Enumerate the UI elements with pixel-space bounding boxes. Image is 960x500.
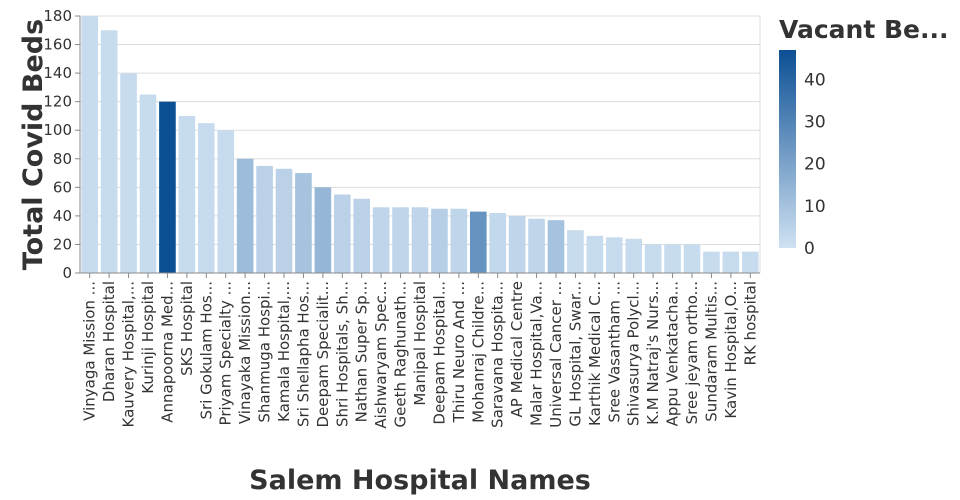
x-tick-label: Kurinji Hospital <box>139 281 157 394</box>
bar[interactable] <box>703 251 720 273</box>
bar[interactable] <box>100 30 118 274</box>
y-tick-label: 20 <box>53 235 72 253</box>
bar[interactable] <box>469 211 487 273</box>
bar[interactable] <box>120 73 137 273</box>
legend-tick-label: 20 <box>804 155 826 175</box>
bar[interactable] <box>450 208 468 273</box>
legend-tick-label: 0 <box>804 239 815 259</box>
y-axis-title: Total Covid Beds <box>18 19 49 270</box>
x-tick-label: Malar Hospital,Va... <box>528 281 546 426</box>
bar[interactable] <box>236 158 254 273</box>
legend-tick-label: 40 <box>804 70 826 90</box>
legend-tick-label: 30 <box>804 113 826 133</box>
x-tick-label: Geeth Raghunath... <box>392 281 410 427</box>
x-tick-label: Sree Vasantham ... <box>605 281 623 423</box>
y-tick-label: 180 <box>43 7 72 25</box>
bar[interactable] <box>81 16 99 273</box>
bar[interactable] <box>392 207 409 273</box>
x-tick-label: Kauvery Hospital,... <box>120 281 138 427</box>
x-tick-label: Dharan Hospital <box>100 281 118 402</box>
color-legend: Vacant Be... 0 10 20 30 40 <box>779 15 949 259</box>
x-axis: Vinyaga Mission ... Dharan Hospital Kauver… <box>80 272 760 429</box>
y-tick-label: 40 <box>53 207 72 225</box>
x-tick-label: Shivasurya Polycl... <box>625 281 643 426</box>
bar[interactable] <box>741 251 759 273</box>
bar[interactable] <box>567 230 584 273</box>
x-tick-label: Vinyaga Mission ... <box>81 281 99 421</box>
x-tick-label: Universal Cancer ... <box>547 281 565 428</box>
legend-title: Vacant Be... <box>779 15 949 44</box>
bar[interactable] <box>664 244 681 273</box>
bar[interactable] <box>528 218 545 273</box>
x-tick-label: Nathan Super Sp... <box>353 281 371 422</box>
x-tick-label: Priyam Specialty ... <box>217 281 235 425</box>
x-tick-label: Deepam Hospital... <box>430 281 448 425</box>
x-tick-label: Sree jeyam ortho... <box>683 281 701 424</box>
bar[interactable] <box>256 165 273 273</box>
y-tick-label: 80 <box>53 150 72 168</box>
x-tick-label: Aishwaryam Spec... <box>372 281 390 429</box>
bar[interactable] <box>431 208 448 273</box>
bar[interactable] <box>625 238 643 273</box>
x-tick-label: K.M Natraj's Nurs... <box>644 281 662 425</box>
y-tick-label: 160 <box>43 36 72 54</box>
x-tick-label: Sri Gokulam Hos... <box>197 281 215 419</box>
bar[interactable] <box>372 207 390 273</box>
bar[interactable] <box>275 168 293 273</box>
y-tick-label: 100 <box>43 121 72 139</box>
bar[interactable] <box>586 235 604 273</box>
bar[interactable] <box>333 194 351 273</box>
bar[interactable] <box>178 115 196 273</box>
x-tick-label: Mohanraj Childre... <box>469 281 487 423</box>
x-axis-title: Salem Hospital Names <box>249 465 591 496</box>
x-tick-label: Karthik Medical C... <box>586 281 604 426</box>
bar[interactable] <box>722 251 740 273</box>
y-tick-label: 60 <box>53 178 72 196</box>
bar[interactable] <box>644 244 662 273</box>
bars <box>81 16 759 274</box>
bar[interactable] <box>295 173 312 273</box>
x-tick-label: Sundaram Multis... <box>702 281 720 422</box>
x-tick-label: Shanmuga Hospi... <box>256 281 274 423</box>
bar[interactable] <box>197 123 215 273</box>
x-tick-label: Kamala Hospital,... <box>275 281 293 422</box>
x-tick-label: AP Medical Centre <box>508 281 526 417</box>
bar[interactable] <box>314 187 332 273</box>
bar[interactable] <box>605 237 623 273</box>
x-tick-label: RK hospital <box>741 281 759 365</box>
bar[interactable] <box>217 130 235 273</box>
x-tick-label: Saravana Hospita... <box>489 281 507 428</box>
bar[interactable] <box>139 94 157 274</box>
bar[interactable] <box>547 220 565 273</box>
x-tick-label: Thiru Neuro And ... <box>450 281 468 423</box>
x-tick-label: GL Hospital, Swar... <box>566 281 584 427</box>
bar[interactable] <box>411 207 429 273</box>
y-tick-label: 120 <box>43 93 72 111</box>
x-tick-label: Sri Shellapha Hos... <box>294 281 312 427</box>
x-tick-label: Shri Hospitals, Sh... <box>333 281 351 427</box>
bar[interactable] <box>508 215 526 273</box>
legend-tick-label: 10 <box>804 197 826 217</box>
y-axis: 0 20 40 60 80 100 120 140 160 180 <box>43 7 81 282</box>
legend-gradient-bar <box>779 50 796 248</box>
x-tick-label: Vinayaka Mission... <box>236 281 254 424</box>
x-tick-label: SKS Hospital <box>178 281 196 376</box>
y-tick-label: 0 <box>62 264 72 282</box>
x-tick-label: Appu Venkatacha... <box>664 281 682 426</box>
x-tick-label: Manipal Hospital <box>411 281 429 406</box>
bar[interactable] <box>353 198 371 273</box>
y-tick-label: 140 <box>43 64 72 82</box>
bar[interactable] <box>489 213 507 273</box>
x-tick-label: Kavin Hospital,O... <box>722 281 740 419</box>
x-tick-label: Deepam Specialit... <box>314 281 332 428</box>
bar[interactable] <box>159 101 176 274</box>
bar[interactable] <box>683 244 701 273</box>
x-tick-label: Annapoorna Med... <box>158 281 176 423</box>
